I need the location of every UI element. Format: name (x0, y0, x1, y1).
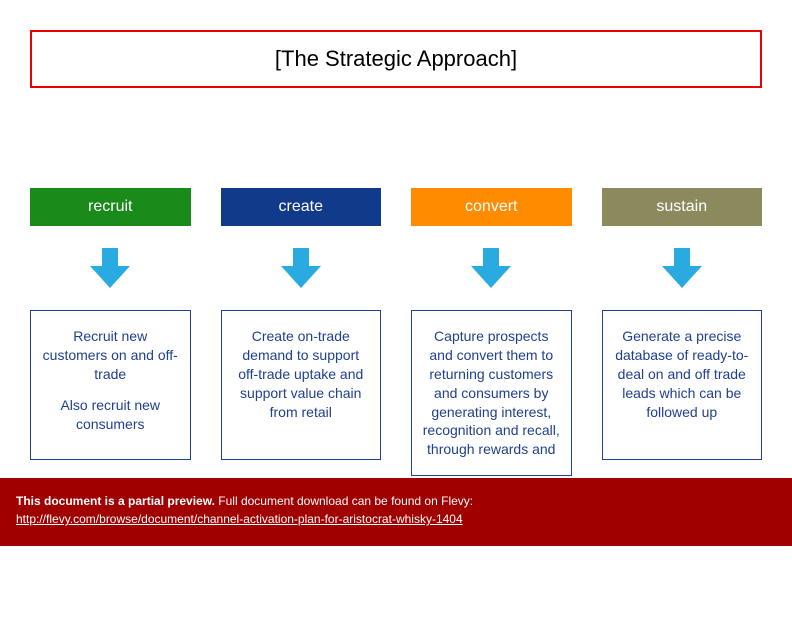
label-create: create (221, 188, 382, 226)
label-recruit: recruit (30, 188, 191, 226)
desc-text: Also recruit new consumers (41, 396, 180, 434)
banner-text: Full document download can be found on F… (215, 494, 473, 508)
page-title: [The Strategic Approach] (275, 46, 517, 71)
column-sustain: sustain Generate a precise database of r… (602, 188, 763, 476)
desc-text: Capture prospects and convert them to re… (422, 327, 561, 459)
label-text: create (279, 198, 323, 215)
desc-create: Create on-trade demand to support off-tr… (221, 310, 382, 460)
arrow-down-icon (658, 244, 706, 292)
column-recruit: recruit Recruit new customers on and off… (30, 188, 191, 476)
desc-text: Recruit new customers on and off-trade (41, 327, 180, 384)
label-text: recruit (88, 198, 132, 215)
label-text: convert (465, 198, 517, 215)
column-convert: convert Capture prospects and convert th… (411, 188, 572, 476)
preview-banner: This document is a partial preview. Full… (0, 478, 792, 546)
desc-text: Generate a precise database of ready-to-… (613, 327, 752, 421)
desc-text: Create on-trade demand to support off-tr… (232, 327, 371, 421)
arrow-down-icon (277, 244, 325, 292)
desc-convert: Capture prospects and convert them to re… (411, 310, 572, 476)
arrow-down-icon (467, 244, 515, 292)
banner-bold: This document is a partial preview. (16, 494, 215, 508)
columns-container: recruit Recruit new customers on and off… (0, 88, 792, 476)
desc-recruit: Recruit new customers on and off-trade A… (30, 310, 191, 460)
label-text: sustain (656, 198, 707, 215)
banner-link[interactable]: http://flevy.com/browse/document/channel… (16, 512, 463, 526)
desc-sustain: Generate a precise database of ready-to-… (602, 310, 763, 460)
page-title-box: [The Strategic Approach] (30, 30, 762, 88)
arrow-down-icon (86, 244, 134, 292)
label-convert: convert (411, 188, 572, 226)
column-create: create Create on-trade demand to support… (221, 188, 382, 476)
label-sustain: sustain (602, 188, 763, 226)
